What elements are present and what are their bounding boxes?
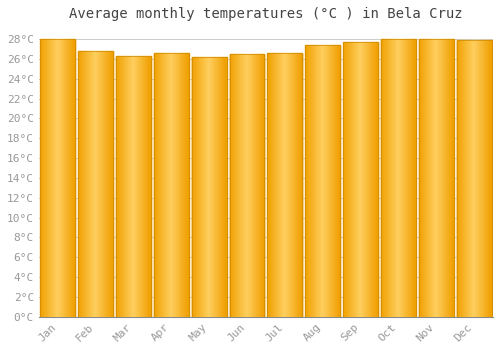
Bar <box>78 51 113 317</box>
Bar <box>40 39 75 317</box>
Bar <box>116 56 151 317</box>
Bar <box>268 53 302 317</box>
Bar <box>419 39 454 317</box>
Bar <box>230 54 264 317</box>
Title: Average monthly temperatures (°C ) in Bela Cruz: Average monthly temperatures (°C ) in Be… <box>69 7 462 21</box>
Bar <box>456 40 492 317</box>
Bar <box>154 53 188 317</box>
Bar <box>381 39 416 317</box>
Bar <box>192 57 226 317</box>
Bar <box>343 42 378 317</box>
Bar <box>306 45 340 317</box>
